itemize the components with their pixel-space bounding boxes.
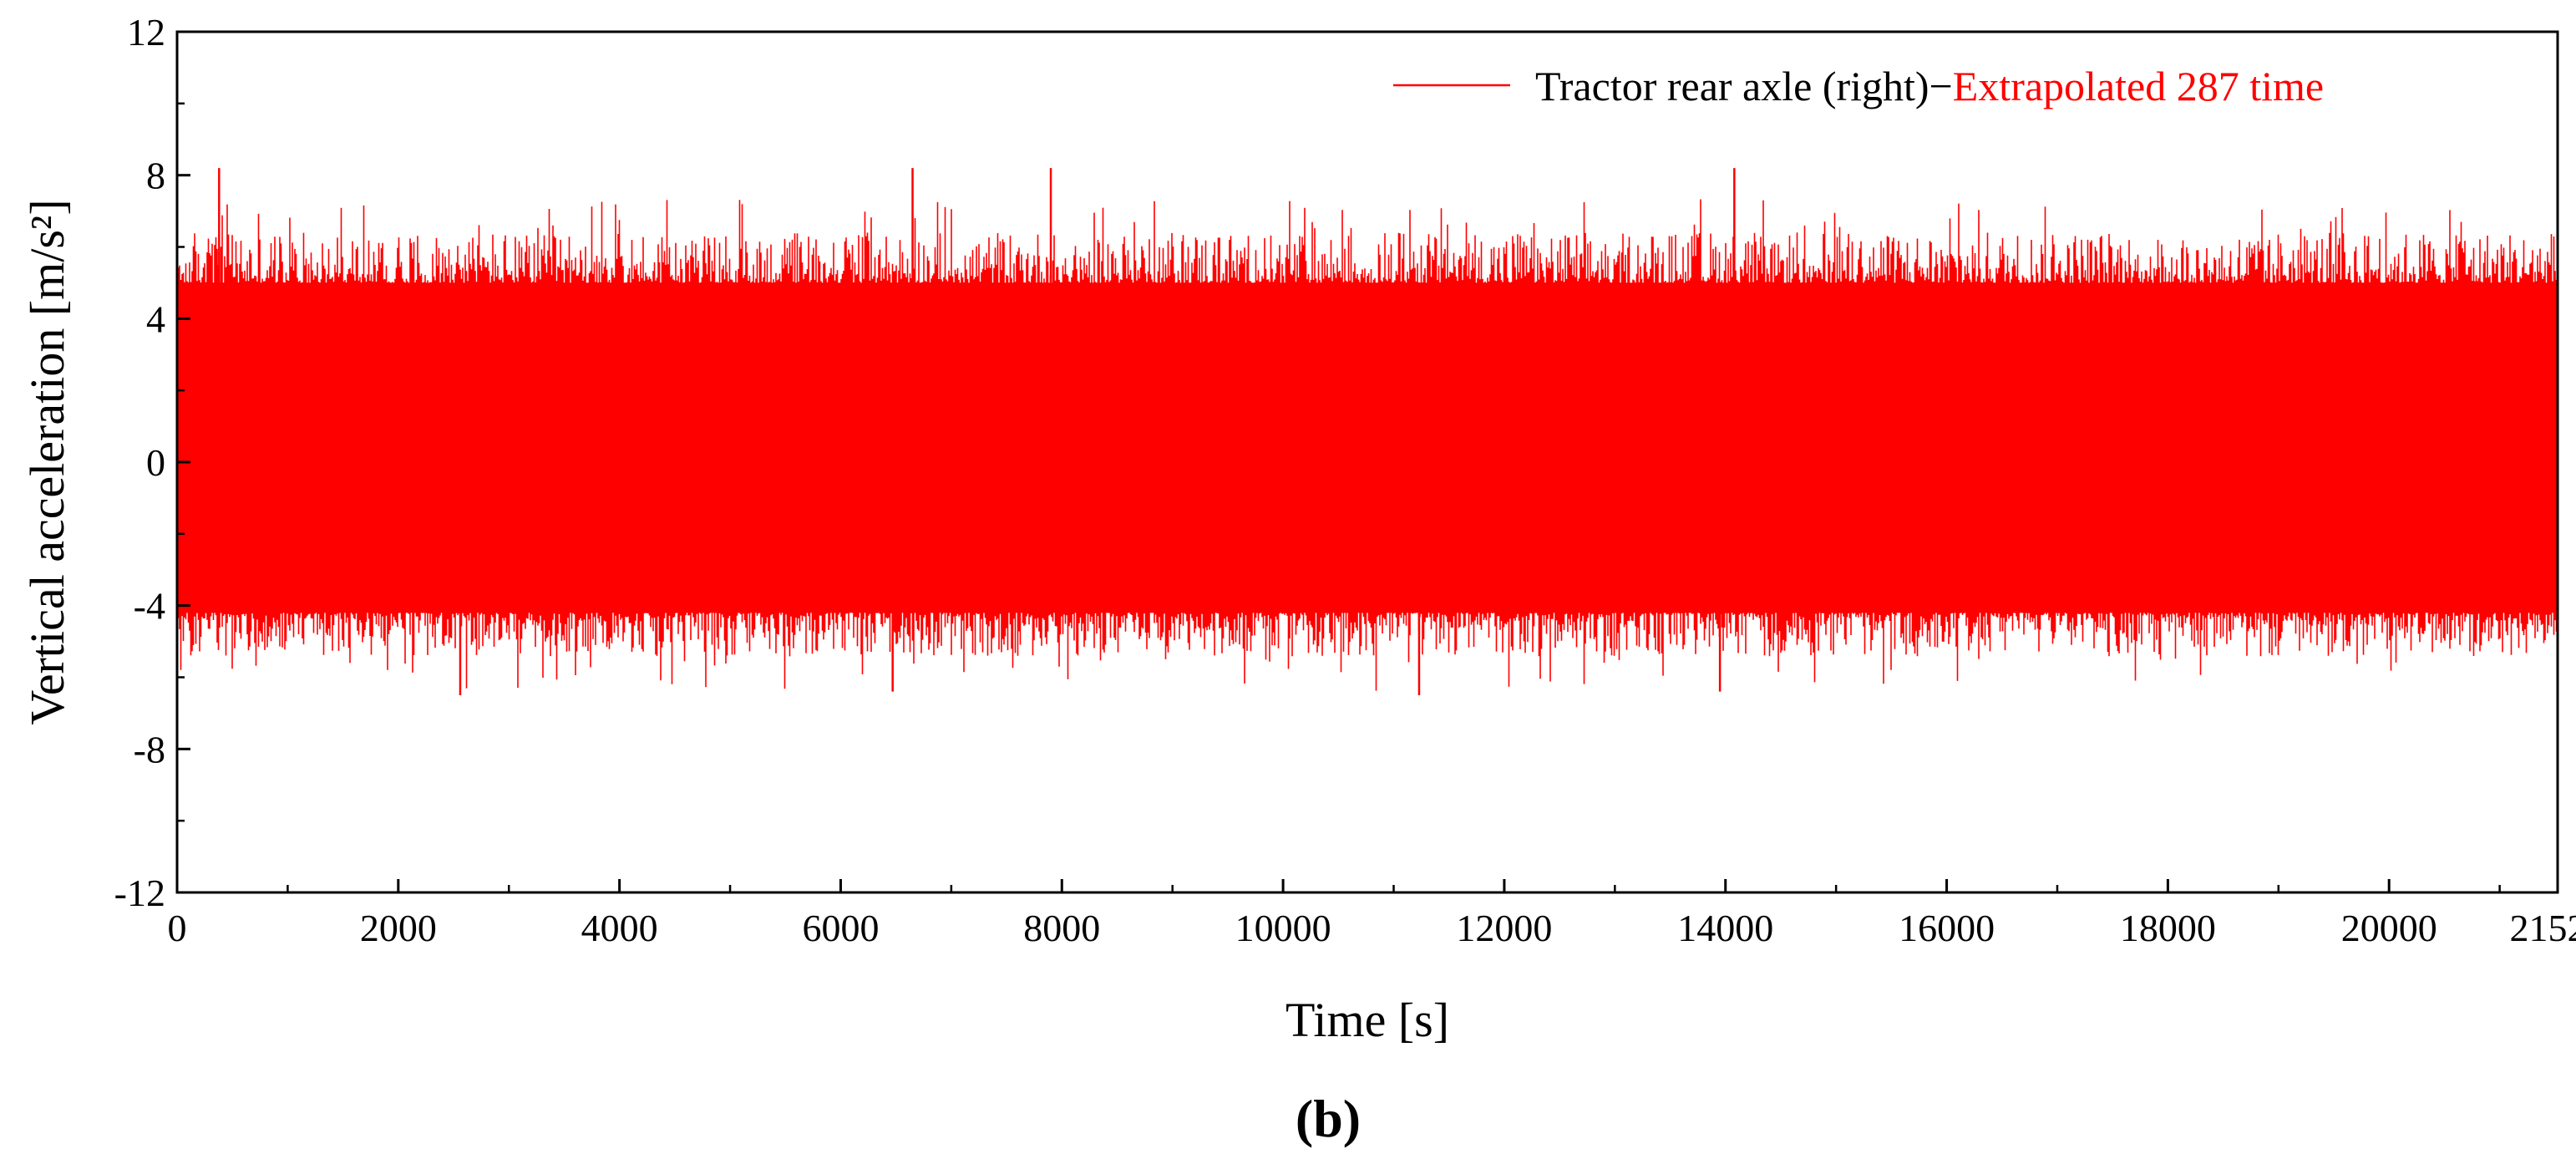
ticks-layer: 0 2000 4000 6000 8000 10000 12000 14000 16000 180… bbox=[114, 11, 2576, 949]
x-tick-label: 20000 bbox=[2341, 907, 2437, 949]
y-tick-label: 4 bbox=[146, 297, 165, 340]
panel-label: (b) bbox=[1296, 1089, 1361, 1148]
x-tick-label: 16000 bbox=[1899, 907, 1995, 949]
y-tick-label: -12 bbox=[114, 872, 165, 914]
x-axis-label: Time [s] bbox=[1285, 993, 1449, 1047]
y-tick-label: -8 bbox=[134, 728, 165, 770]
y-tick-label: 8 bbox=[146, 155, 165, 197]
x-tick-label: 18000 bbox=[2120, 907, 2216, 949]
x-tick-label: 12000 bbox=[1456, 907, 1552, 949]
x-tick-label: 14000 bbox=[1677, 907, 1773, 949]
legend: Tractor rear axle (right)−Extrapolated 2… bbox=[1393, 63, 2324, 109]
y-axis-label: Vertical acceleration [m/s²] bbox=[20, 199, 74, 724]
x-tick-label: 0 bbox=[168, 907, 187, 949]
series-oscillation bbox=[177, 199, 2558, 691]
y-tick-label: 12 bbox=[127, 11, 165, 53]
legend-label-red: Extrapolated 287 time bbox=[1953, 63, 2324, 109]
x-tick-label: 10000 bbox=[1235, 907, 1331, 949]
x-tick-label: 2000 bbox=[360, 907, 437, 949]
x-tick-label: 4000 bbox=[581, 907, 658, 949]
y-tick-label: -4 bbox=[134, 585, 165, 628]
y-tick-label: 0 bbox=[146, 441, 165, 484]
x-tick-label: 8000 bbox=[1023, 907, 1100, 949]
x-tick-label: 21524 bbox=[2510, 907, 2576, 949]
x-tick-label: 6000 bbox=[802, 907, 879, 949]
legend-text: Tractor rear axle (right)−Extrapolated 2… bbox=[1535, 63, 2324, 109]
series-layer bbox=[177, 168, 2558, 695]
legend-label-black: Tractor rear axle (right)− bbox=[1535, 63, 1953, 109]
